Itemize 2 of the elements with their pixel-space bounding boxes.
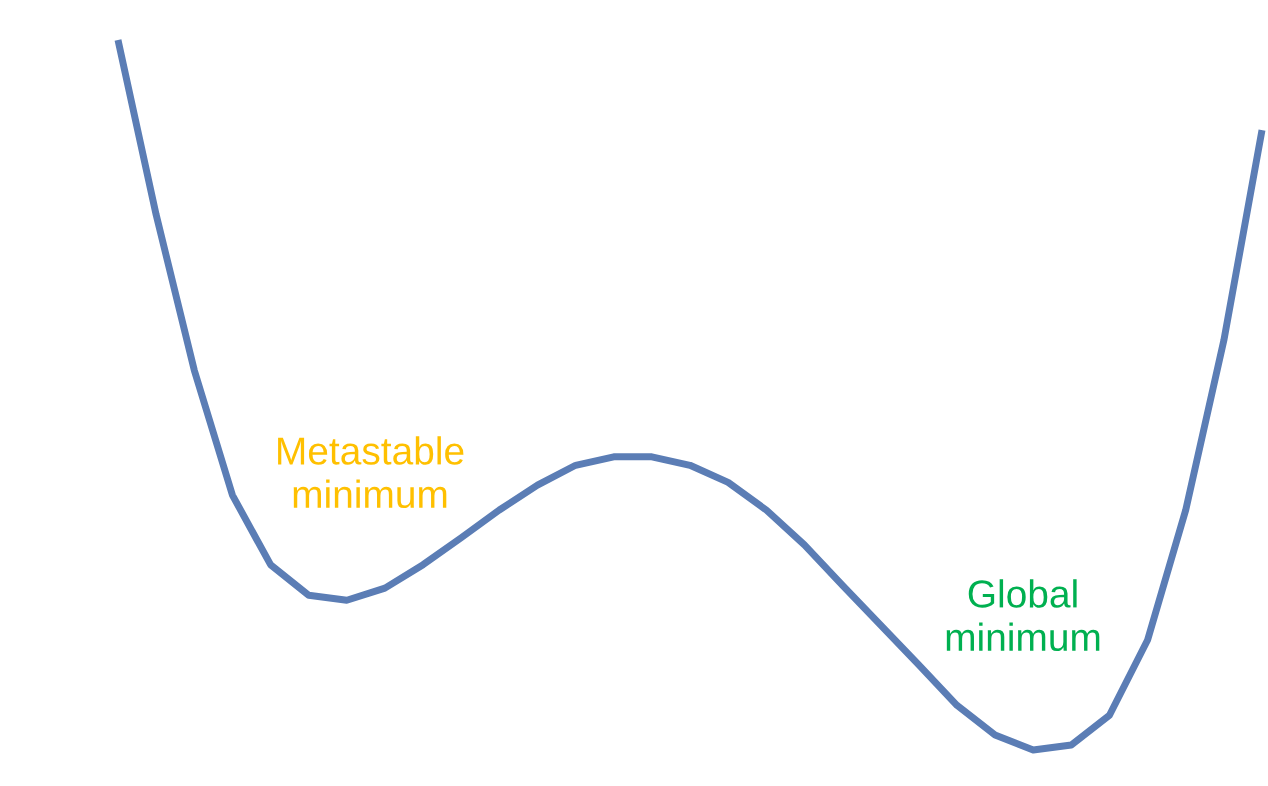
annotation: Metastable minimum [278,436,464,509]
annotation: Global minimum [946,579,1100,652]
